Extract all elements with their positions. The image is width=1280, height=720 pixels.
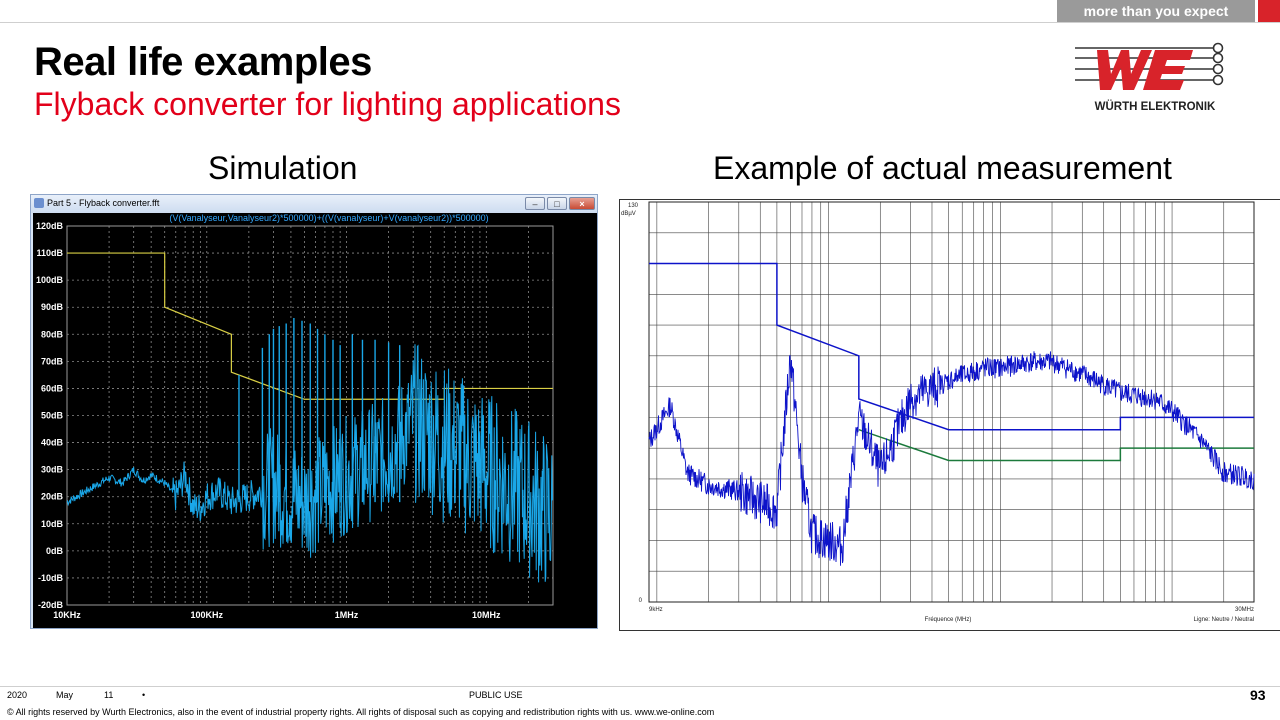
measurement-plot: 130 dBµV 0 9kHz 30MHz Fréquence (MHz) Ligne: N… [619, 199, 1280, 631]
quasi-peak-limit-line [649, 262, 1254, 431]
close-button[interactable]: × [569, 197, 595, 210]
footer-divider [0, 686, 1280, 687]
simulation-chart: (V(Vanalyseur,Vanalyseur2)*500000)+((V(v… [36, 213, 554, 620]
slide-title: Real life examples [34, 40, 372, 84]
footer-copyright: © All rights reserved by Wurth Electroni… [7, 707, 715, 717]
logo-text: WÜRTH ELEKTRONIK [1095, 100, 1216, 113]
simulation-window: Part 5 - Flyback converter.fft – □ × (V(… [30, 194, 598, 629]
trace-label: (V(Vanalyseur,Vanalyseur2)*500000)+((V(v… [169, 213, 488, 223]
y-tick-label: 0dB [46, 546, 64, 556]
footer-month: May [56, 690, 74, 700]
slide-subtitle: Flyback converter for lighting applicati… [34, 86, 621, 122]
footer-day: 11 [104, 690, 114, 700]
y-tick-label: 10dB [41, 519, 64, 529]
footer-year: 2020 [7, 690, 28, 700]
fft-trace [66, 344, 553, 583]
top-divider [0, 22, 1280, 23]
minimize-button[interactable]: – [525, 197, 545, 210]
y-tick-label: -20dB [38, 600, 64, 610]
page-number: 93 [1250, 687, 1266, 703]
plot-frame [66, 225, 554, 606]
simulation-plot-area[interactable]: (V(Vanalyseur,Vanalyseur2)*500000)+((V(v… [33, 213, 597, 628]
x-axis-label: Fréquence (MHz) [925, 617, 972, 623]
y-tick-label: 120dB [36, 221, 64, 231]
y-tick-label: 70dB [41, 356, 64, 366]
y-tick-label: 30dB [41, 465, 64, 475]
y-tick-label: 110dB [36, 248, 63, 258]
y-tick-label: 130 [628, 203, 639, 209]
y-tick-label: -10dB [38, 573, 64, 583]
x-tick-label: 9kHz [649, 607, 663, 613]
y-tick-label: 100dB [36, 275, 64, 285]
wurth-logo: WÜRTH ELEKTRONIK [1075, 42, 1224, 113]
footer-dot: • [142, 690, 146, 700]
y-tick-label: 40dB [41, 438, 64, 448]
window-title: Part 5 - Flyback converter.fft [47, 198, 160, 208]
plot-frame [648, 201, 1255, 603]
x-tick-label: 10KHz [53, 610, 81, 620]
y-tick-label: 60dB [41, 383, 64, 393]
average-limit-line [858, 428, 1254, 462]
corner-label: Ligne: Neutre / Neutral [1194, 617, 1254, 623]
x-tick-label: 10MHz [472, 610, 501, 620]
x-tick-label: 1MHz [335, 610, 359, 620]
simulation-caption: Simulation [208, 150, 358, 186]
app-icon [34, 198, 44, 208]
y-tick-label: 0 [639, 598, 643, 604]
footer-classification: PUBLIC USE [469, 690, 523, 700]
measurement-trace [648, 351, 1255, 566]
x-tick-label: 100KHz [191, 610, 224, 620]
tagline-banner: more than you expect [1057, 0, 1255, 22]
y-axis-label: dBµV [621, 211, 636, 217]
y-tick-label: 90dB [41, 302, 64, 312]
measurement-chart: 130 dBµV 0 9kHz 30MHz Fréquence (MHz) Ligne: N… [621, 201, 1255, 623]
measurement-caption: Example of actual measurement [713, 150, 1172, 186]
brand-square [1258, 0, 1280, 22]
x-tick-label: 30MHz [1235, 607, 1254, 613]
maximize-button[interactable]: □ [547, 197, 567, 210]
y-tick-label: 20dB [41, 492, 64, 502]
window-titlebar: Part 5 - Flyback converter.fft – □ × [31, 195, 597, 213]
y-tick-label: 50dB [41, 411, 64, 421]
y-tick-label: 80dB [41, 329, 64, 339]
